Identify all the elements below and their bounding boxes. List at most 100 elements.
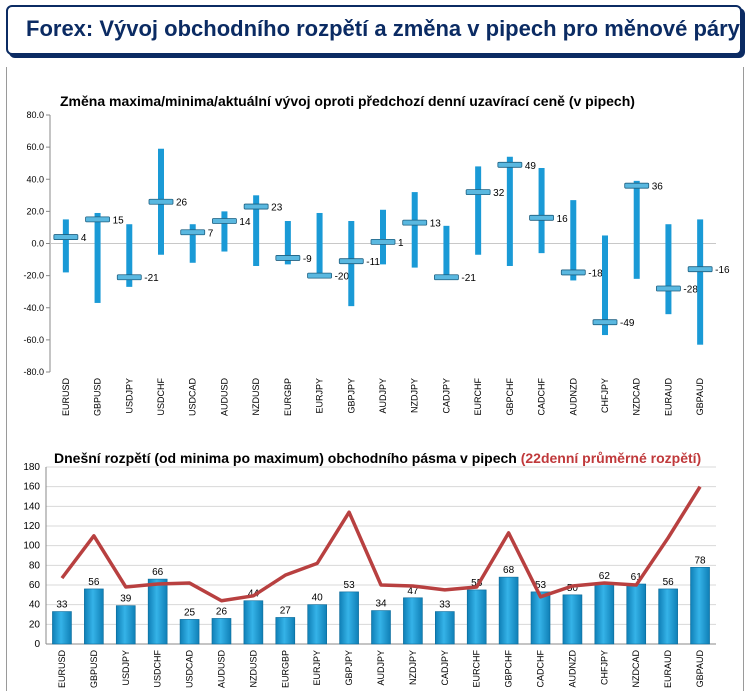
chart1-x-tick-label: NZDCAD xyxy=(632,378,642,416)
chart1-x-tick-label: NZDJPY xyxy=(410,378,420,413)
chart1-x-tick-label: CHFJPY xyxy=(600,378,610,413)
chart2-bar xyxy=(626,583,647,645)
chart2-subtitle: (22denní průměrné rozpětí) xyxy=(520,450,702,466)
content-frame xyxy=(6,67,744,691)
chart2-y-tick-label: 60 xyxy=(29,580,41,591)
chart1-y-tick-label: -80.0 xyxy=(23,367,44,377)
chart1-data-label: 15 xyxy=(113,215,125,226)
chart2-x-tick-label: EURUSD xyxy=(57,650,67,689)
chart1-current-marker xyxy=(687,266,713,273)
chart2-data-label: 33 xyxy=(56,600,68,611)
chart1-range-bar xyxy=(633,180,640,279)
chart1-range-bar xyxy=(253,195,260,266)
chart1-data-label: 16 xyxy=(557,214,569,225)
chart2-y-tick-label: 80 xyxy=(29,560,41,571)
chart1-data-label: -49 xyxy=(620,318,635,329)
chart2-y-tick-label: 0 xyxy=(34,639,40,650)
chart1-x-tick-label: NZDUSD xyxy=(251,378,261,416)
chart1-y-tick-label: 40.0 xyxy=(26,174,44,184)
chart2-x-tick-label: GBPCHF xyxy=(504,650,514,688)
chart2-x-tick-label: GBPJPY xyxy=(344,650,354,686)
chart1-range-bar xyxy=(697,219,704,345)
chart2-x-tick-label: GBPAUD xyxy=(695,650,705,688)
chart1-current-marker xyxy=(116,274,142,281)
chart2-data-label: 33 xyxy=(439,600,451,611)
chart2-bar xyxy=(658,588,678,645)
chart2-bar xyxy=(530,591,551,645)
chart2-y-tick-label: 40 xyxy=(29,600,41,611)
chart2-data-label: 47 xyxy=(407,586,419,597)
chart2-data-label: 27 xyxy=(280,605,292,616)
chart1-current-marker xyxy=(53,234,79,240)
chart2-x-tick-label: USDJPY xyxy=(121,650,131,686)
chart2-y-tick-label: 100 xyxy=(23,541,40,552)
chart1-range-bar xyxy=(602,235,608,336)
chart2-x-tick-label: AUDUSD xyxy=(216,650,226,689)
chart2-data-label: 53 xyxy=(344,580,356,591)
chart1-y-tick-label: -60.0 xyxy=(23,335,44,345)
chart2-data-label: 50 xyxy=(567,583,579,594)
chart1-data-label: 36 xyxy=(652,182,664,193)
chart1-data-label: -21 xyxy=(144,273,159,284)
chart1-range-bar xyxy=(411,192,418,268)
chart1-current-marker xyxy=(402,219,428,226)
chart1-current-marker xyxy=(243,203,269,210)
chart1-x-tick-label: USDCHF xyxy=(156,377,166,415)
chart1-range-bar xyxy=(189,224,196,263)
chart1-current-marker xyxy=(497,161,523,168)
chart2-bar xyxy=(52,611,72,645)
chart1-x-tick-label: GBPAUD xyxy=(695,378,705,416)
chart2-title: Dnešní rozpětí (od minima po maximum) ob… xyxy=(54,450,701,466)
chart2-y-tick-label: 160 xyxy=(23,482,40,493)
chart1-data-label: 23 xyxy=(271,203,283,214)
chart1-current-marker xyxy=(212,218,237,224)
chart2-bar xyxy=(339,591,359,645)
chart2-title-main: Dnešní rozpětí (od minima po maximum) ob… xyxy=(54,450,517,466)
chart2-x-tick-label: NZDJPY xyxy=(408,650,418,685)
chart1-x-tick-label: GBPJPY xyxy=(346,378,356,414)
chart1-y-tick-label: 0.0 xyxy=(31,239,44,249)
chart2-x-tick-label: USDCAD xyxy=(185,650,195,689)
chart1-current-marker xyxy=(148,198,174,205)
chart2-x-tick-label: EURGBP xyxy=(280,650,290,688)
chart2-bar xyxy=(179,619,200,645)
chart2-bar xyxy=(498,576,519,645)
chart1-range-bar xyxy=(475,166,482,255)
chart2-bar xyxy=(435,611,455,645)
chart2-y-tick-label: 120 xyxy=(23,521,40,532)
chart2-y-tick-label: 180 xyxy=(23,462,40,473)
chart1-data-label: 1 xyxy=(398,238,404,249)
chart1-x-tick-label: EURCHF xyxy=(473,377,483,415)
chart2-bar xyxy=(307,604,327,645)
chart1-data-label: 26 xyxy=(176,198,188,209)
chart1-current-marker xyxy=(529,214,554,221)
chart2-data-label: 56 xyxy=(88,577,100,588)
chart2-bar xyxy=(115,605,136,645)
chart1-data-label: 32 xyxy=(493,188,505,199)
chart2-bar xyxy=(690,566,710,645)
page-title: Forex: Vývoj obchodního rozpětí a změna … xyxy=(26,16,740,41)
chart2-data-label: 34 xyxy=(375,599,387,610)
chart2-data-label: 39 xyxy=(120,594,132,605)
chart2-y-tick-label: 140 xyxy=(23,501,40,512)
chart1-current-marker xyxy=(656,285,681,292)
chart1-current-marker xyxy=(560,269,586,276)
chart1-data-label: -20 xyxy=(335,272,350,283)
chart2-bar xyxy=(371,610,391,645)
chart1-data-label: 4 xyxy=(81,233,87,244)
chart1-y-tick-label: 60.0 xyxy=(26,142,44,152)
chart2-bar xyxy=(594,582,615,645)
chart1-range-bar xyxy=(380,209,386,265)
chart1-x-tick-label: GBPCHF xyxy=(505,378,515,416)
chart1-range-bar xyxy=(443,225,450,279)
chart2-bar xyxy=(211,618,232,645)
chart1-current-marker xyxy=(624,182,650,189)
chart2-bar xyxy=(275,617,296,645)
chart1-range-bar xyxy=(665,224,672,315)
chart1-x-tick-label: EURGBP xyxy=(283,378,293,416)
chart2-x-tick-label: EURCHF xyxy=(472,649,482,687)
chart2-bar xyxy=(403,597,423,645)
chart2-x-tick-label: EURAUD xyxy=(663,650,673,689)
chart1-y-tick-label: 20.0 xyxy=(26,206,44,216)
